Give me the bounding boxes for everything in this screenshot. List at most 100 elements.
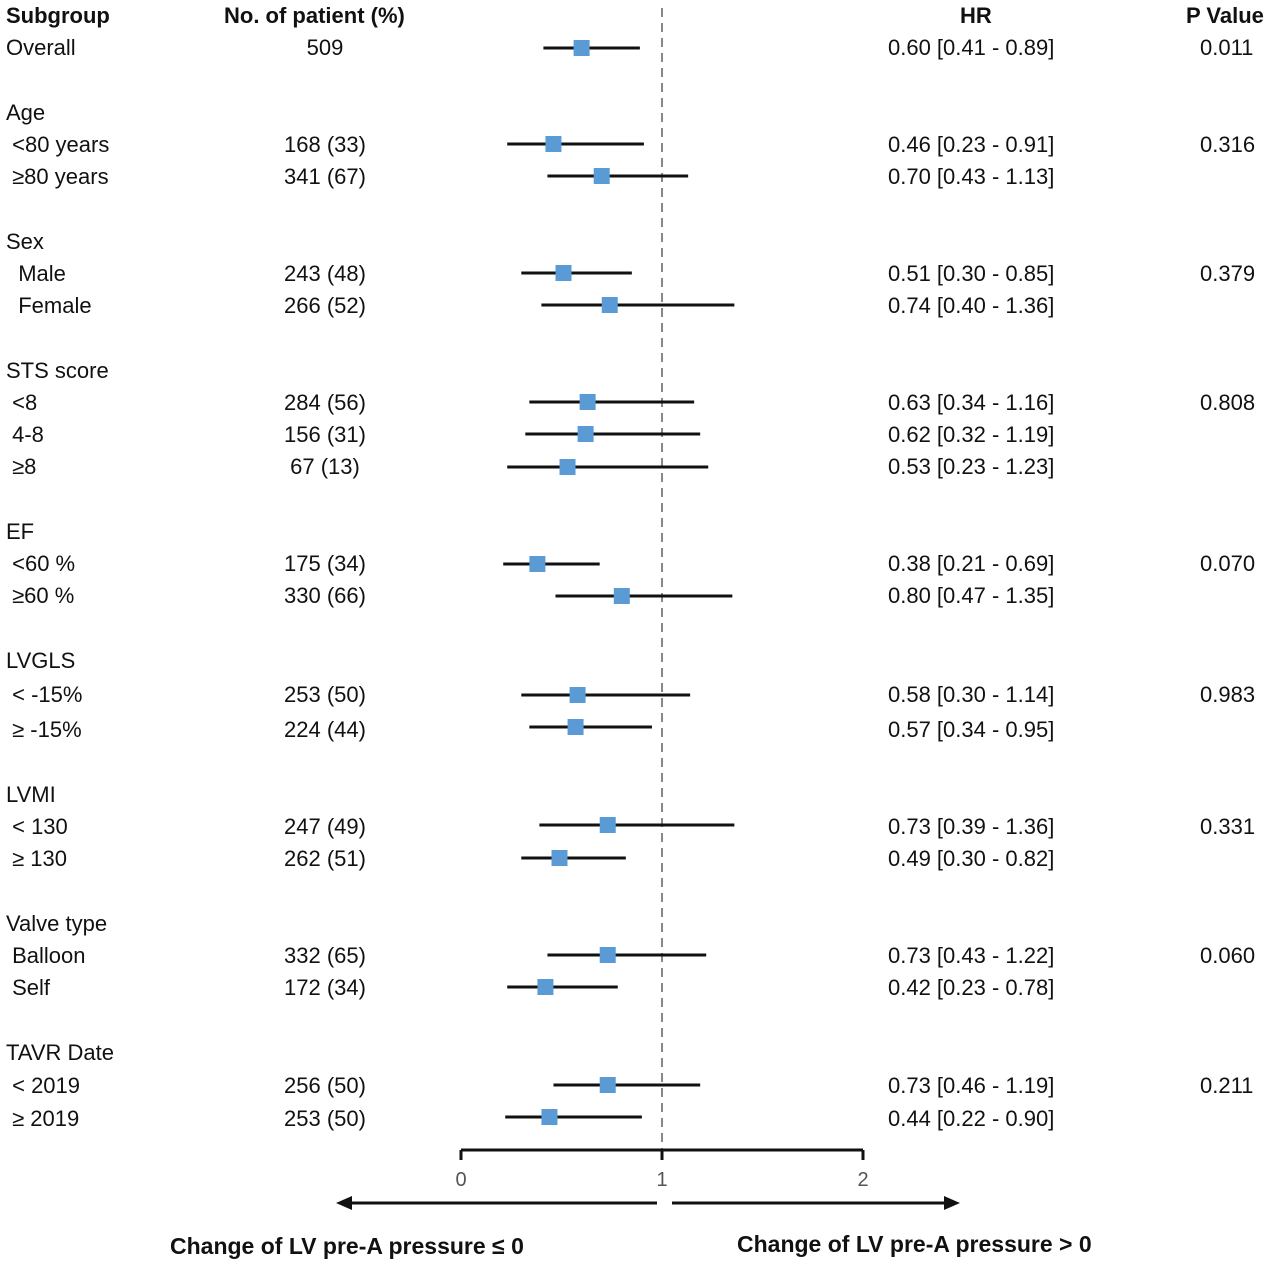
hazard-ratio-text: 0.60 [0.41 - 0.89] — [888, 35, 1055, 60]
hr-marker — [555, 265, 572, 281]
patient-count: 253 (50) — [284, 1106, 366, 1131]
header-subgroup: Subgroup — [6, 3, 110, 28]
hazard-ratio-text: 0.70 [0.43 - 1.13] — [888, 164, 1055, 189]
group-label: TAVR Date — [6, 1040, 114, 1065]
subgroup-label: ≥ 2019 — [6, 1106, 80, 1131]
hr-marker — [569, 687, 586, 703]
p-value: 0.211 — [1200, 1073, 1254, 1098]
p-value: 0.060 — [1200, 943, 1256, 968]
hazard-ratio-text: 0.51 [0.30 - 0.85] — [888, 261, 1055, 286]
hazard-ratio-text: 0.46 [0.23 - 0.91] — [888, 132, 1055, 157]
subgroup-label: Female — [6, 293, 92, 318]
header-patients: No. of patient (%) — [224, 3, 405, 28]
patient-count: 175 (34) — [284, 551, 366, 576]
group-label: Age — [6, 100, 46, 125]
subgroup-label: < 130 — [6, 814, 68, 839]
patient-count: 256 (50) — [284, 1073, 366, 1098]
subgroup-label: 4-8 — [6, 422, 44, 447]
hr-marker — [551, 850, 568, 866]
p-value: 0.379 — [1200, 261, 1256, 286]
group-label: LVGLS — [6, 648, 76, 673]
hr-marker — [599, 1077, 616, 1093]
hazard-ratio-text: 0.44 [0.22 - 0.90] — [888, 1106, 1055, 1131]
subgroup-label: Self — [6, 975, 51, 1000]
x-tick-label: 2 — [857, 1169, 868, 1191]
hr-marker — [559, 459, 576, 475]
p-value: 0.011 — [1200, 35, 1254, 60]
subgroup-label: Male — [6, 261, 66, 286]
patient-count: 247 (49) — [284, 814, 366, 839]
patient-count: 67 (13) — [290, 454, 360, 479]
hr-marker — [537, 979, 554, 995]
hr-marker — [599, 947, 616, 963]
left-arrow-head — [336, 1196, 352, 1210]
subgroup-label: ≥80 years — [6, 164, 109, 189]
hazard-ratio-text: 0.73 [0.46 - 1.19] — [888, 1073, 1055, 1098]
patient-count: 332 (65) — [284, 943, 366, 968]
header-hr: HR — [960, 3, 992, 28]
hazard-ratio-text: 0.80 [0.47 - 1.35] — [888, 583, 1055, 608]
patient-count: 224 (44) — [284, 717, 366, 742]
subgroup-label: ≥ 130 — [6, 846, 68, 871]
patient-count: 509 — [306, 35, 344, 60]
hazard-ratio-text: 0.49 [0.30 - 0.82] — [888, 846, 1055, 871]
subgroup-label: Balloon — [6, 943, 86, 968]
patient-count: 168 (33) — [284, 132, 366, 157]
hazard-ratio-text: 0.53 [0.23 - 1.23] — [888, 454, 1055, 479]
p-value: 0.316 — [1200, 132, 1256, 157]
patient-count: 330 (66) — [284, 583, 366, 608]
hr-marker — [593, 168, 610, 184]
direction-label-left: Change of LV pre-A pressure ≤ 0 — [170, 1233, 524, 1259]
hazard-ratio-text: 0.62 [0.32 - 1.19] — [888, 422, 1055, 447]
hazard-ratio-text: 0.73 [0.39 - 1.36] — [888, 814, 1055, 839]
right-arrow-head — [944, 1196, 960, 1210]
hr-marker — [613, 588, 630, 604]
hr-marker — [577, 426, 594, 442]
hr-marker — [541, 1109, 558, 1125]
hr-marker — [579, 394, 596, 410]
patient-count: 253 (50) — [284, 682, 366, 707]
x-tick-label: 0 — [455, 1169, 466, 1191]
patient-count: 341 (67) — [284, 164, 366, 189]
p-value: 0.070 — [1200, 551, 1256, 576]
p-value: 0.808 — [1200, 390, 1256, 415]
subgroup-label: <80 years — [6, 132, 110, 157]
hr-marker — [601, 297, 618, 313]
hr-marker — [599, 817, 616, 833]
subgroup-label: <60 % — [6, 551, 76, 576]
hr-marker — [567, 719, 584, 735]
hr-marker — [573, 40, 590, 56]
subgroup-label: ≥60 % — [6, 583, 75, 608]
patient-count: 172 (34) — [284, 975, 366, 1000]
hazard-ratio-text: 0.38 [0.21 - 0.69] — [888, 551, 1055, 576]
p-value: 0.983 — [1200, 682, 1256, 707]
hazard-ratio-text: 0.57 [0.34 - 0.95] — [888, 717, 1055, 742]
subgroup-label: ≥8 — [6, 454, 37, 479]
hazard-ratio-text: 0.42 [0.23 - 0.78] — [888, 975, 1055, 1000]
subgroup-label: < -15% — [6, 682, 83, 707]
header-pvalue: P Value — [1186, 3, 1264, 28]
hazard-ratio-text: 0.74 [0.40 - 1.36] — [888, 293, 1055, 318]
x-tick-label: 1 — [656, 1169, 667, 1191]
hazard-ratio-text: 0.58 [0.30 - 1.14] — [888, 682, 1055, 707]
subgroup-label: < 2019 — [6, 1073, 81, 1098]
group-label: Valve type — [6, 911, 108, 936]
group-label: Sex — [6, 229, 44, 254]
patient-count: 156 (31) — [284, 422, 366, 447]
patient-count: 243 (48) — [284, 261, 366, 286]
patient-count: 266 (52) — [284, 293, 366, 318]
group-label: STS score — [6, 358, 109, 383]
group-label: EF — [6, 519, 35, 544]
subgroup-label: <8 — [6, 390, 38, 415]
patient-count: 284 (56) — [284, 390, 366, 415]
group-label: LVMI — [6, 782, 56, 807]
patient-count: 262 (51) — [284, 846, 366, 871]
hazard-ratio-text: 0.73 [0.43 - 1.22] — [888, 943, 1055, 968]
p-value: 0.331 — [1200, 814, 1256, 839]
direction-label-right: Change of LV pre-A pressure > 0 — [737, 1231, 1092, 1257]
hr-marker — [545, 136, 562, 152]
subgroup-label: Overall — [6, 35, 76, 60]
hr-marker — [529, 556, 546, 572]
subgroup-label: ≥ -15% — [6, 717, 82, 742]
